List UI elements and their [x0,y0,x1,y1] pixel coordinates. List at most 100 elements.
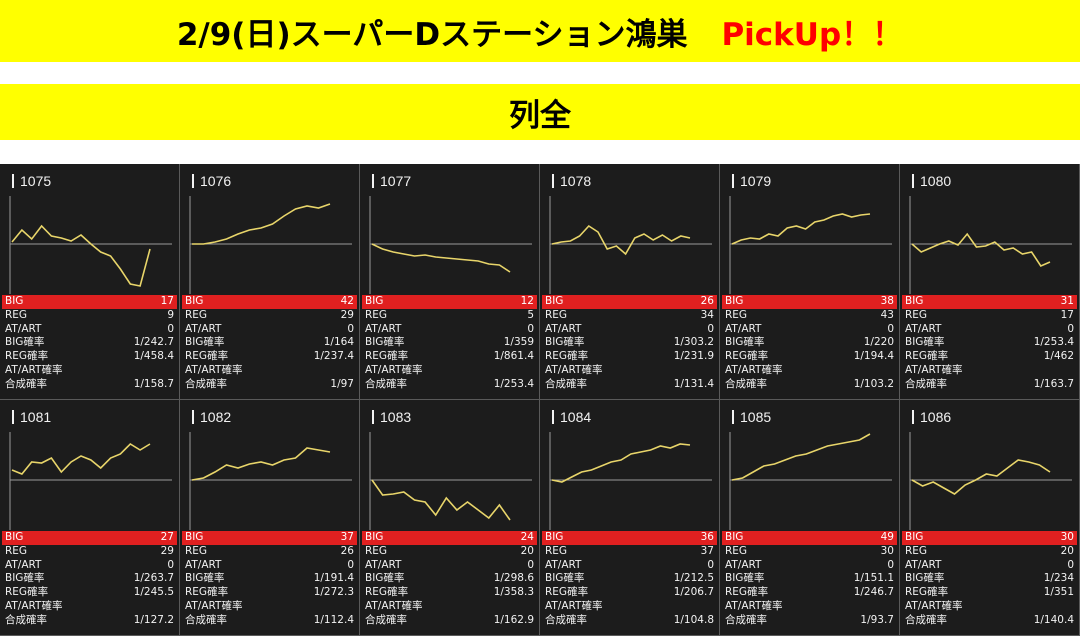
trend-line [911,232,1051,268]
machine-stats: BIG 36 REG 37 AT/ART 0 BIG確率 1/212.5 REG確率 1/206.… [540,531,719,628]
big-rate-row: BIG確率 1/303.2 [540,336,719,350]
stat-label: AT/ART [905,322,942,335]
atart-rate-row: AT/ART確率 [0,600,179,614]
stat-value: 1/458.4 [133,350,174,363]
stat-value: 17 [1060,308,1074,321]
stat-value: 1/127.2 [133,613,174,626]
trend-line [11,442,151,475]
stat-value: 1/253.4 [1033,336,1074,349]
stat-value: 1/191.4 [313,572,354,585]
stat-label: AT/ART確率 [905,599,963,612]
reg-row: REG 29 [0,545,179,559]
stat-value: 1/97 [330,377,354,390]
atart-rate-row: AT/ART確率 [900,600,1079,614]
machine-stats: BIG 17 REG 9 AT/ART 0 BIG確率 1/242.7 REG確率 1/458.4… [0,295,179,392]
machine-number: 1078 [552,174,591,188]
stat-label: BIG確率 [5,336,45,349]
stat-value: 1/104.8 [673,613,714,626]
stat-value: 1/231.9 [673,350,714,363]
combined-rate-row: 合成確率 1/112.4 [180,614,359,628]
atart-row: AT/ART 0 [0,559,179,573]
stat-label: 合成確率 [365,613,407,626]
stat-value: 0 [527,558,534,571]
stat-value: 43 [880,308,894,321]
reg-rate-row: REG確率 1/246.7 [720,586,899,600]
atart-row: AT/ART 0 [360,323,539,337]
stat-label: AT/ART [905,558,942,571]
atart-row: AT/ART 0 [360,559,539,573]
atart-rate-row: AT/ART確率 [180,600,359,614]
stat-label: AT/ART [725,322,762,335]
big-rate-row: BIG確率 1/253.4 [900,336,1079,350]
stat-value: 1/303.2 [673,336,714,349]
big-rate-row: BIG確率 1/191.4 [180,572,359,586]
big-row: BIG 37 [182,531,357,545]
stat-label: 合成確率 [185,377,227,390]
stat-value: 1/93.7 [860,613,894,626]
trend-graph [909,196,1072,294]
combined-rate-row: 合成確率 1/104.8 [540,614,719,628]
stat-value: 1/359 [503,336,534,349]
atart-rate-row: AT/ART確率 [360,600,539,614]
big-rate-row: BIG確率 1/298.6 [360,572,539,586]
atart-row: AT/ART 0 [720,559,899,573]
stat-label: BIG確率 [545,572,585,585]
reg-rate-row: REG確率 1/861.4 [360,350,539,364]
stat-value: 5 [527,308,534,321]
stat-label: REG [5,544,28,557]
stat-label: BIG [5,531,24,543]
stat-value: 36 [700,531,714,543]
stat-label: 合成確率 [5,377,47,390]
stat-value: 1/246.7 [853,586,894,599]
stat-label: 合成確率 [905,613,947,626]
big-row: BIG 36 [542,531,717,545]
stat-label: BIG [365,531,384,543]
stat-label: AT/ART確率 [185,363,243,376]
stat-label: 合成確率 [185,613,227,626]
reg-rate-row: REG確率 1/206.7 [540,586,719,600]
stat-value: 26 [340,544,354,557]
reg-rate-row: REG確率 1/245.5 [0,586,179,600]
reg-row: REG 29 [180,309,359,323]
stat-label: REG [185,544,208,557]
stat-label: AT/ART [365,558,402,571]
reg-row: REG 9 [0,309,179,323]
stat-value: 1/234 [1043,572,1074,585]
stat-label: AT/ART確率 [545,599,603,612]
stat-value: 0 [347,558,354,571]
stat-label: REG [545,544,568,557]
atart-row: AT/ART 0 [180,559,359,573]
atart-row: AT/ART 0 [540,323,719,337]
machine-card: 1081 BIG 27 REG 29 AT/ART 0 BIG確率 1/263.7 REG確率 1/… [0,400,180,636]
trend-graph [9,432,172,530]
stat-label: BIG [185,295,204,307]
stat-value: 9 [167,308,174,321]
stat-label: REG確率 [725,586,769,599]
stat-label: AT/ART確率 [905,363,963,376]
stat-value: 1/253.4 [493,377,534,390]
machine-number: 1083 [372,410,411,424]
big-rate-row: BIG確率 1/220 [720,336,899,350]
stat-value: 0 [167,558,174,571]
trend-line [551,443,691,483]
stat-label: 合成確率 [365,377,407,390]
stat-label: AT/ART確率 [185,599,243,612]
stat-label: BIG確率 [905,336,945,349]
stat-label: AT/ART確率 [5,599,63,612]
machine-card: 1078 BIG 26 REG 34 AT/ART 0 BIG確率 1/303.2 REG確率 1/… [540,164,720,400]
stat-value: 1/212.5 [673,572,714,585]
machine-card: 1077 BIG 12 REG 5 AT/ART 0 BIG確率 1/359 REG確率 1/861… [360,164,540,400]
combined-rate-row: 合成確率 1/127.2 [0,614,179,628]
atart-rate-row: AT/ART確率 [900,364,1079,378]
trend-line [371,243,511,273]
reg-row: REG 5 [360,309,539,323]
stat-label: AT/ART [5,322,42,335]
stat-value: 27 [160,531,174,543]
stat-value: 0 [167,322,174,335]
stat-label: REG確率 [185,350,229,363]
stat-label: BIG確率 [365,572,405,585]
stat-label: AT/ART確率 [365,599,423,612]
big-rate-row: BIG確率 1/263.7 [0,572,179,586]
stat-label: BIG確率 [185,572,225,585]
stat-label: 合成確率 [5,613,47,626]
